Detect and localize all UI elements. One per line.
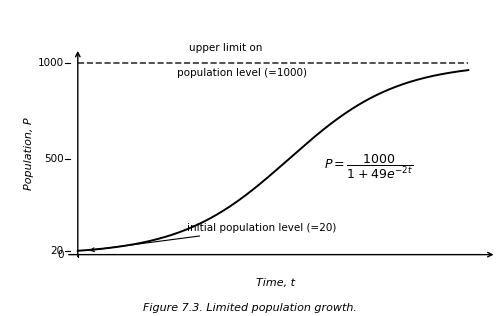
Text: Population, P: Population, P — [24, 117, 34, 190]
Text: initial population level (=20): initial population level (=20) — [90, 223, 336, 252]
Text: Figure 7.3. Limited population growth.: Figure 7.3. Limited population growth. — [143, 303, 357, 313]
Text: upper limit on: upper limit on — [189, 43, 262, 53]
Text: 20: 20 — [50, 246, 64, 256]
Text: population level (=1000): population level (=1000) — [177, 68, 307, 78]
Text: 500: 500 — [44, 154, 64, 164]
Text: 0: 0 — [58, 250, 64, 260]
Text: 1000: 1000 — [38, 58, 64, 68]
Text: Time, t: Time, t — [256, 277, 294, 288]
Text: $P = \dfrac{1000}{1+49e^{-2t}}$: $P = \dfrac{1000}{1+49e^{-2t}}$ — [324, 153, 413, 181]
